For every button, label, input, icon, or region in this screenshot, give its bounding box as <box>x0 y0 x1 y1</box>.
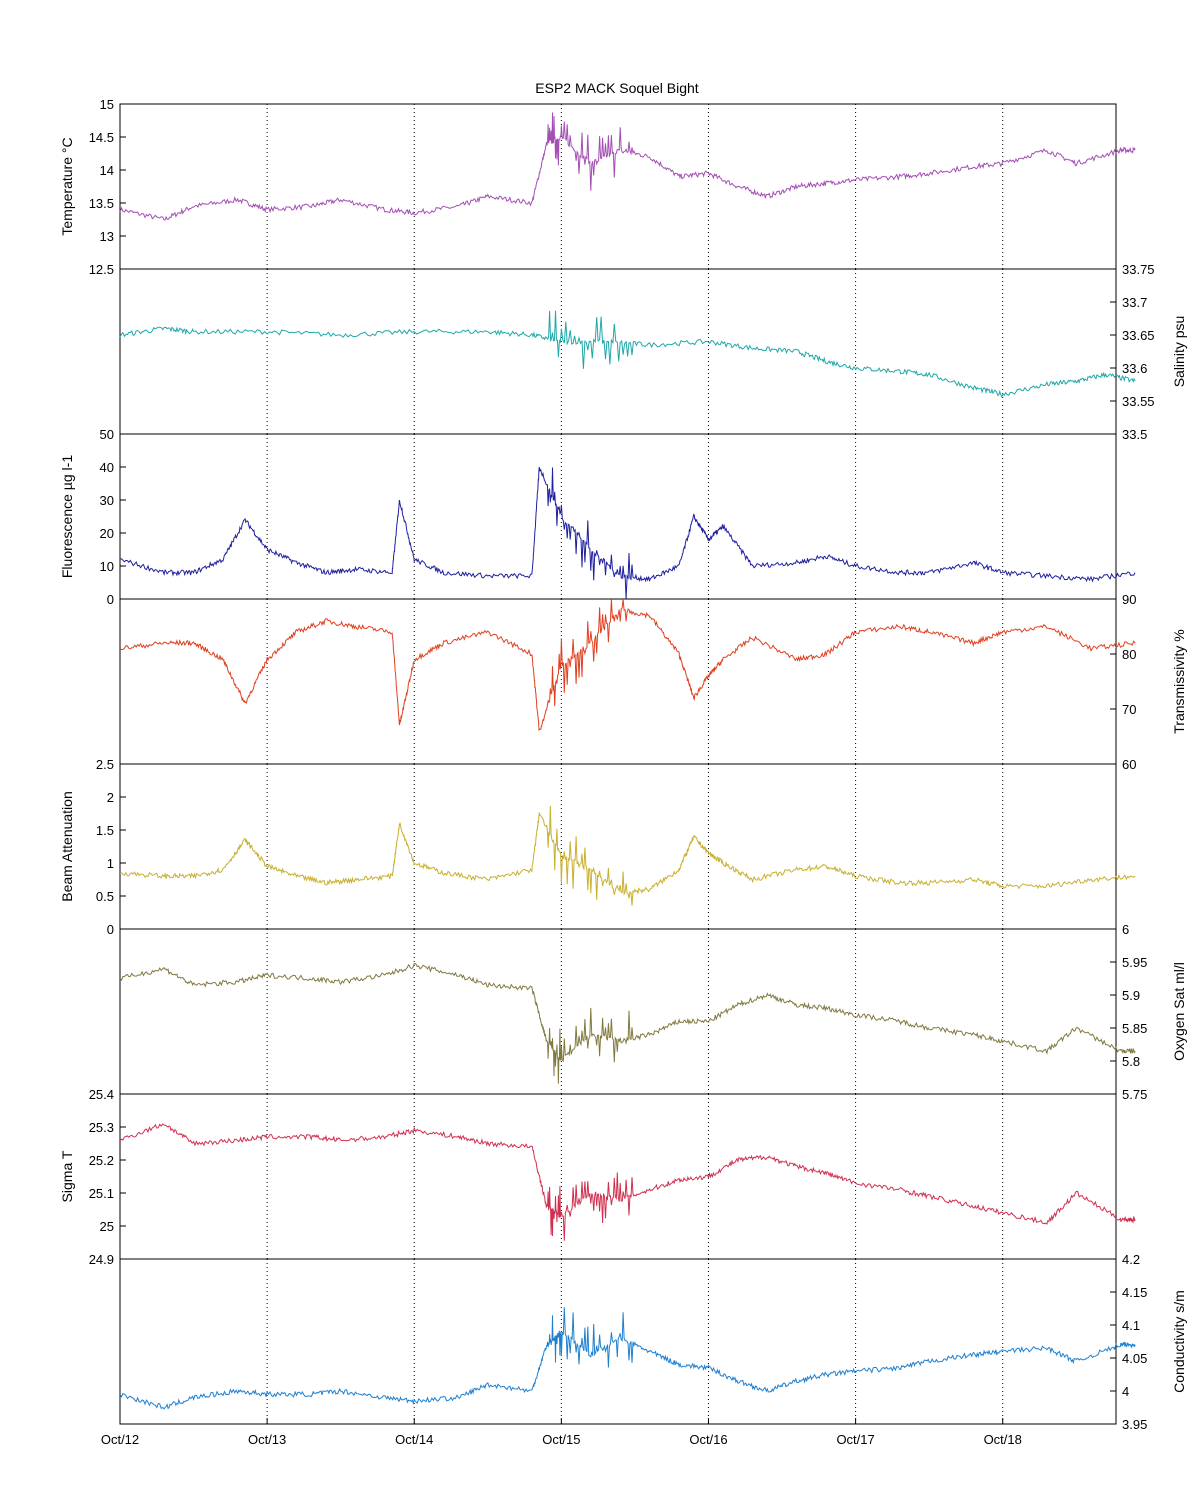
panel-2: 50 40 30 20 10 0 Fluorescence µg l-1 <box>59 427 1136 607</box>
panel-frame <box>119 1093 1117 1260</box>
y-tick-label: 5.8 <box>1122 1054 1140 1069</box>
series-line <box>119 112 1136 221</box>
y-tick-label: 4.05 <box>1122 1351 1147 1366</box>
y-axis-label: Beam Attenuation <box>59 791 75 902</box>
series-line <box>119 1123 1136 1241</box>
y-tick-label: 4.15 <box>1122 1285 1147 1300</box>
y-tick-label: 33.65 <box>1122 328 1155 343</box>
panel-frame <box>119 928 1117 1095</box>
series-line <box>119 805 1136 906</box>
y-tick-label: 60 <box>1122 757 1136 772</box>
y-tick-label: 13 <box>100 229 114 244</box>
series-line <box>119 1307 1136 1410</box>
y-axis-label: Salinity psu <box>1171 316 1187 388</box>
y-tick-label: 1.5 <box>96 823 114 838</box>
y-tick-label: 24.9 <box>89 1252 114 1267</box>
x-tick-label: Oct/12 <box>101 1432 139 1447</box>
x-tick-label: Oct/16 <box>689 1432 727 1447</box>
y-tick-label: 80 <box>1122 647 1136 662</box>
y-tick-label: 50 <box>100 427 114 442</box>
y-tick-label: 33.5 <box>1122 427 1147 442</box>
panel-5: 6 5.95 5.9 5.85 5.8 5.75 Oxygen Sat ml/l <box>119 922 1187 1102</box>
y-tick-label: 10 <box>100 559 114 574</box>
y-tick-label: 40 <box>100 460 114 475</box>
y-tick-label: 33.6 <box>1122 361 1147 376</box>
panel-0: 15 14.5 14 13.5 13 12.5 Temperature °C <box>59 97 1136 277</box>
y-tick-label: 33.75 <box>1122 262 1155 277</box>
y-tick-label: 25.3 <box>89 1120 114 1135</box>
panel-1: 33.75 33.7 33.65 33.6 33.55 33.5 Salinity psu <box>119 262 1187 442</box>
y-axis-label: Sigma T <box>59 1150 75 1202</box>
y-tick-label: 4 <box>1122 1384 1129 1399</box>
y-tick-label: 13.5 <box>89 196 114 211</box>
panel-6: 25.4 25.3 25.2 25.1 25 24.9 Sigma T <box>59 1087 1136 1267</box>
y-axis-label: Conductivity s/m <box>1171 1290 1187 1393</box>
y-tick-label: 2.5 <box>96 757 114 772</box>
panel-4: 2.5 2 1.5 1 0.5 0 Beam Attenuation <box>59 757 1136 937</box>
y-tick-label: 25.2 <box>89 1153 114 1168</box>
y-axis-label: Fluorescence µg l-1 <box>59 455 75 578</box>
panel-frame <box>119 103 1117 270</box>
y-tick-label: 25 <box>100 1219 114 1234</box>
series-line <box>119 310 1136 398</box>
y-tick-label: 5.95 <box>1122 955 1147 970</box>
x-tick-label: Oct/18 <box>984 1432 1022 1447</box>
y-tick-label: 14 <box>100 163 114 178</box>
y-tick-label: 33.7 <box>1122 295 1147 310</box>
series-line <box>119 598 1136 732</box>
x-tick-label: Oct/15 <box>542 1432 580 1447</box>
y-tick-label: 3.95 <box>1122 1417 1147 1432</box>
y-tick-label: 1 <box>107 856 114 871</box>
y-tick-label: 4.2 <box>1122 1252 1140 1267</box>
y-tick-label: 0 <box>107 592 114 607</box>
panel-7: 4.2 4.15 4.1 4.05 4 3.95 Conductivity s/m <box>119 1252 1187 1432</box>
panel-frame <box>119 598 1117 765</box>
x-tick-label: Oct/17 <box>836 1432 874 1447</box>
y-axis-label: Temperature °C <box>59 137 75 235</box>
y-tick-label: 30 <box>100 493 114 508</box>
figure-title: ESP2 MACK Soquel Bight <box>535 80 699 96</box>
panel-frame <box>119 763 1117 930</box>
y-tick-label: 90 <box>1122 592 1136 607</box>
y-tick-label: 5.75 <box>1122 1087 1147 1102</box>
y-axis-label: Oxygen Sat ml/l <box>1171 962 1187 1061</box>
y-tick-label: 12.5 <box>89 262 114 277</box>
y-tick-label: 0 <box>107 922 114 937</box>
y-tick-label: 25.4 <box>89 1087 114 1102</box>
y-tick-label: 70 <box>1122 702 1136 717</box>
x-axis: Oct/12 Oct/13 Oct/14 Oct/15 Oct/16 Oct/17 Oct/… <box>101 1418 1022 1447</box>
y-axis-label: Transmissivity % <box>1171 629 1187 734</box>
y-tick-label: 5.9 <box>1122 988 1140 1003</box>
y-tick-label: 6 <box>1122 922 1129 937</box>
panel-3: 90 80 70 60 Transmissivity % <box>119 592 1187 772</box>
y-tick-label: 20 <box>100 526 114 541</box>
series-line <box>119 963 1136 1084</box>
y-tick-label: 15 <box>100 97 114 112</box>
y-tick-label: 4.1 <box>1122 1318 1140 1333</box>
series-line <box>119 467 1136 600</box>
x-tick-label: Oct/13 <box>248 1432 286 1447</box>
panel-frame <box>119 1258 1117 1425</box>
y-tick-label: 2 <box>107 790 114 805</box>
y-tick-label: 5.85 <box>1122 1021 1147 1036</box>
y-tick-label: 14.5 <box>89 130 114 145</box>
y-tick-label: 25.1 <box>89 1186 114 1201</box>
y-tick-label: 0.5 <box>96 889 114 904</box>
y-tick-label: 33.55 <box>1122 394 1155 409</box>
x-tick-label: Oct/14 <box>395 1432 433 1447</box>
